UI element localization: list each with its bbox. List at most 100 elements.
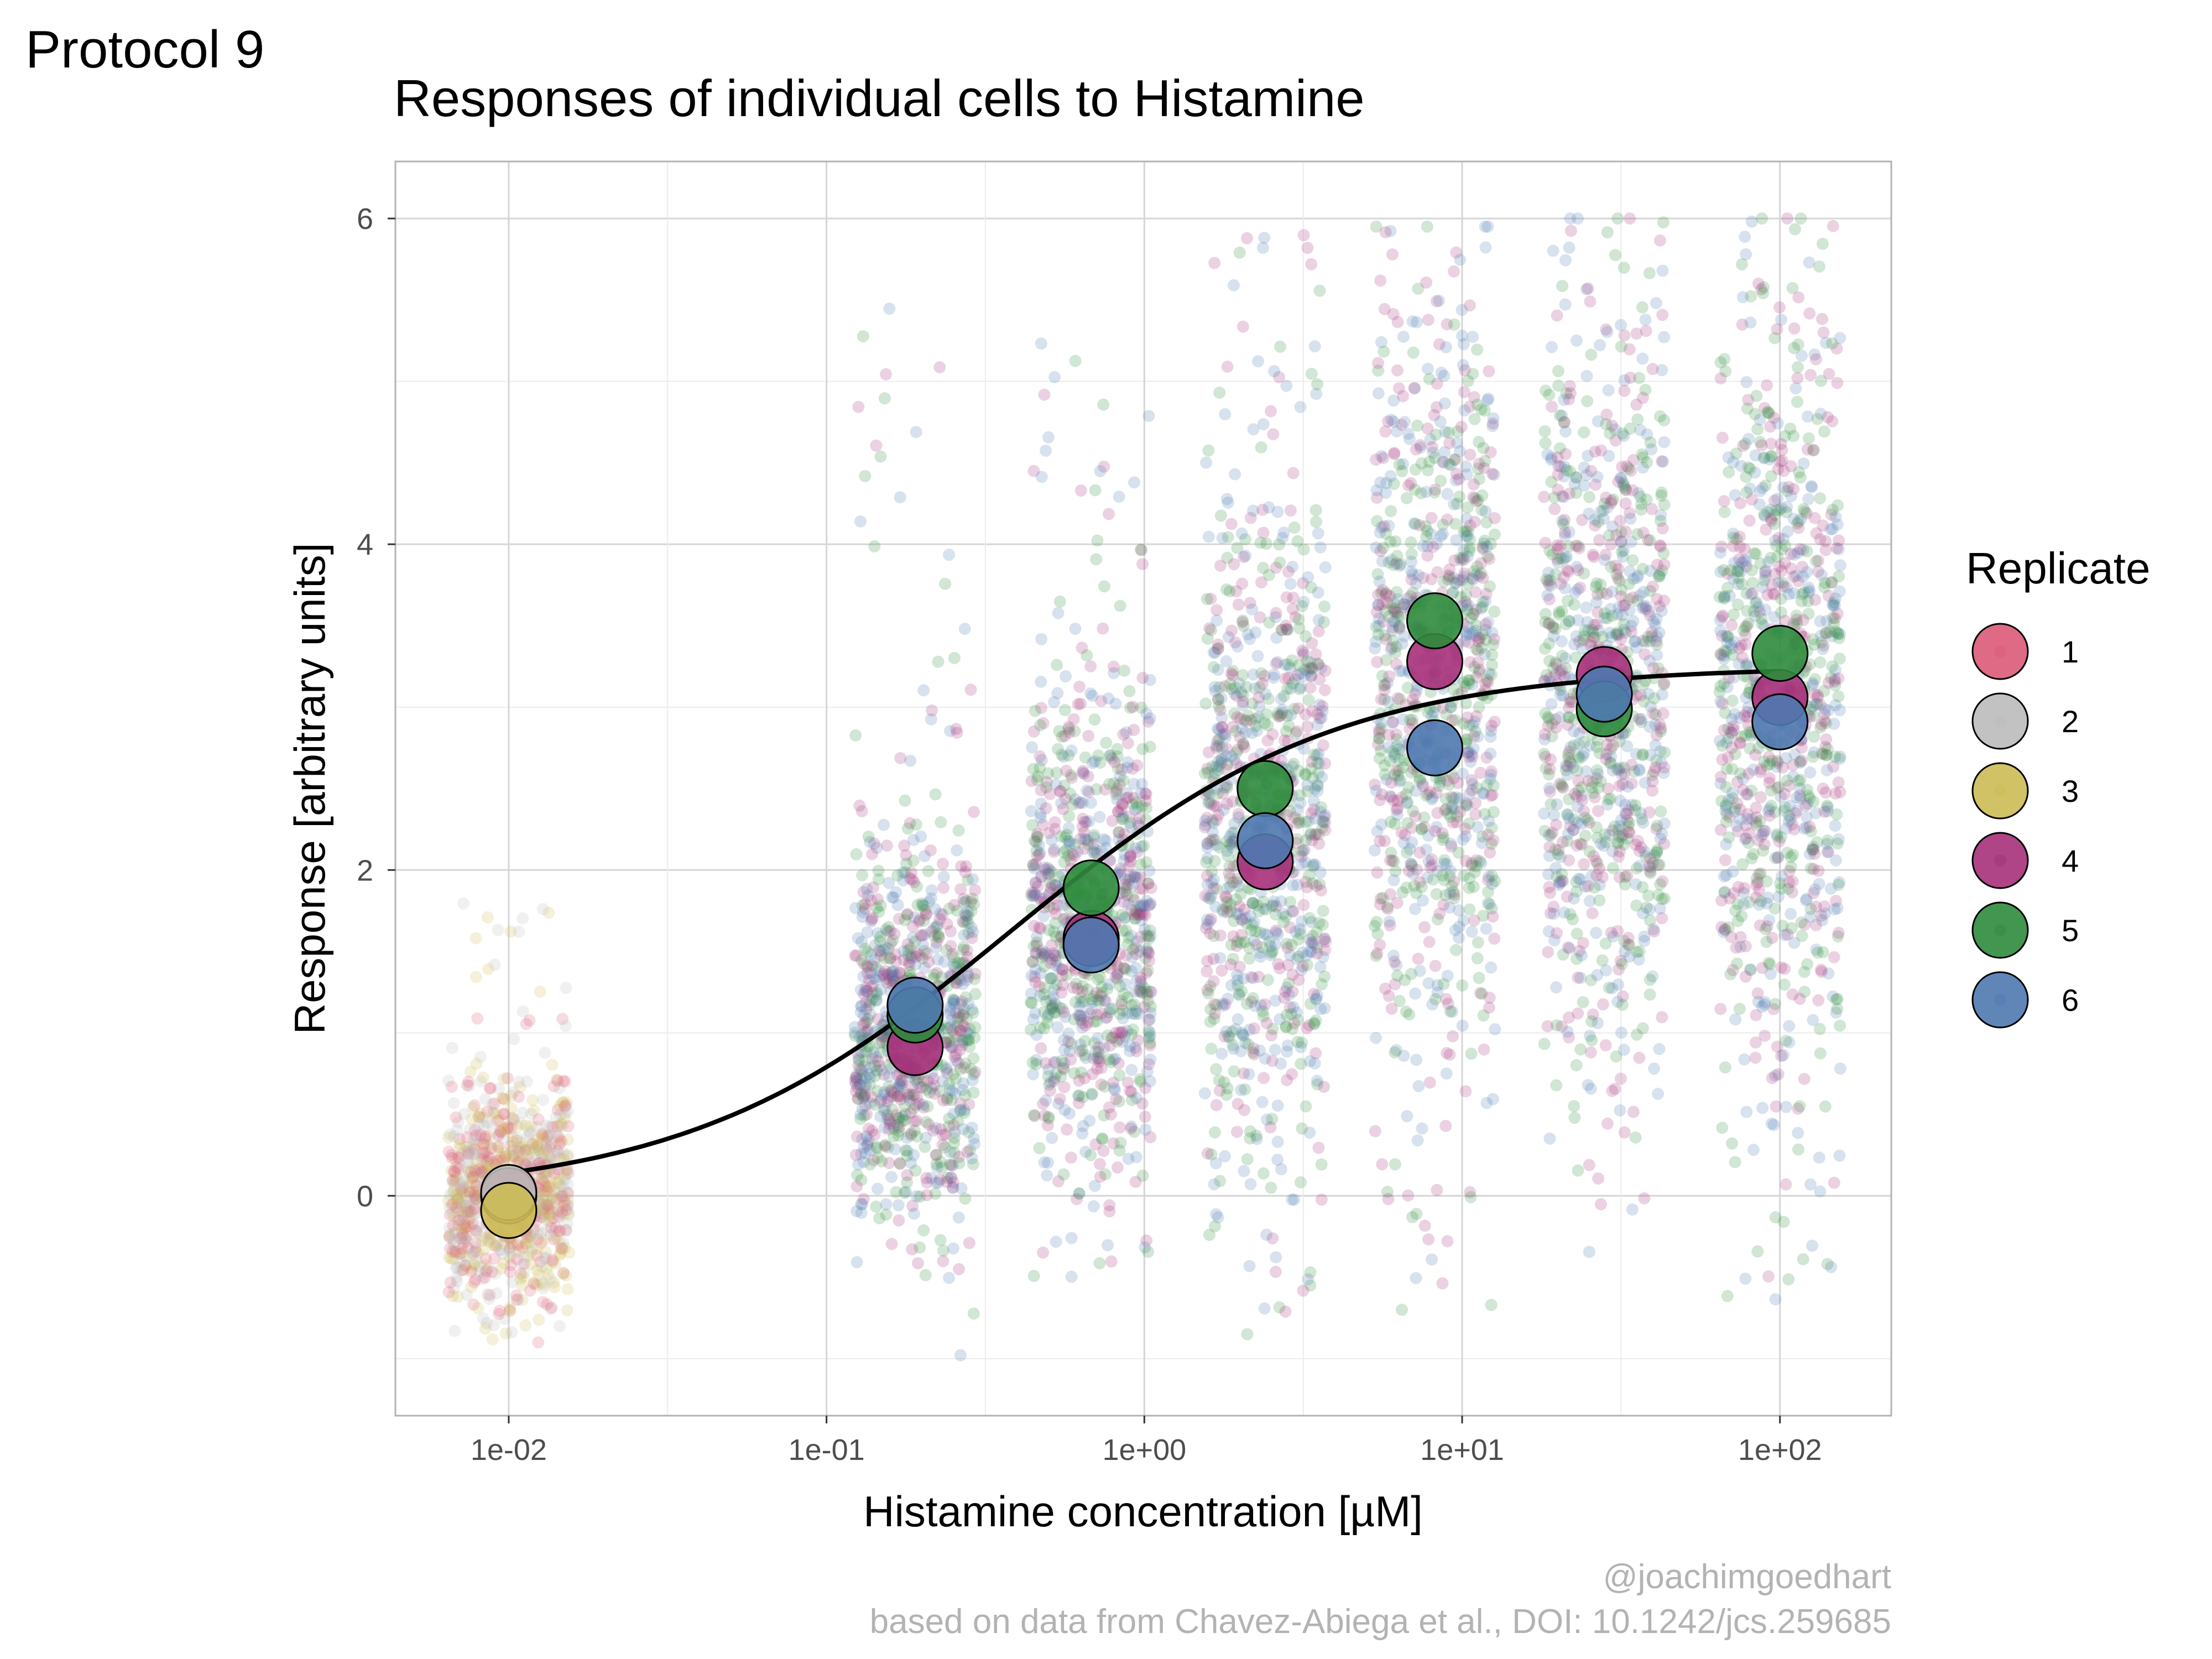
cell-point [1273,538,1285,550]
cell-point [1483,365,1495,377]
cell-point [1058,1081,1070,1093]
cell-point [446,1042,458,1054]
cell-point [1233,880,1245,893]
cell-point [1240,681,1253,693]
cell-point [1203,746,1215,758]
cell-point [1089,484,1102,497]
cell-point [1487,1093,1499,1105]
cell-point [1114,1121,1126,1134]
cell-point [1088,713,1100,726]
cell-point [1458,870,1470,882]
cell-point [1438,576,1450,588]
cell-point [499,1147,512,1160]
cell-point [1305,581,1317,593]
cell-point [1252,355,1264,367]
cell-point [884,953,896,965]
cell-point [1383,916,1395,928]
cell-point [1448,319,1460,331]
cell-point [1090,553,1102,565]
cell-point [1407,315,1419,327]
cell-point [1275,1163,1287,1175]
cell-point [894,491,906,503]
cell-point [935,1234,947,1246]
cell-point [1397,390,1409,402]
cell-point [1464,656,1476,669]
cell-point [1029,976,1041,988]
cell-point [1424,1077,1436,1089]
cell-point [491,1287,503,1300]
cell-point [1543,782,1556,795]
cell-point [1130,1176,1142,1188]
cell-point [1222,361,1234,373]
cell-point [1471,343,1483,356]
cell-point [1388,448,1400,460]
cell-point [1200,457,1212,469]
cell-point [1481,541,1493,553]
cell-point [1472,952,1484,964]
cell-point [1093,1041,1105,1053]
cell-point [912,899,924,911]
cell-point [883,302,895,315]
cell-point [1658,436,1670,448]
cell-point [945,940,957,952]
cell-point [935,816,947,828]
cell-point [450,1112,462,1124]
cell-point [861,926,873,938]
cell-point [1648,925,1660,937]
cell-point [1040,445,1052,457]
cell-point [968,1307,980,1319]
cell-point [1466,926,1478,938]
cell-point [1620,497,1632,509]
cell-point [1409,518,1421,530]
cell-point [1127,943,1139,956]
cell-point [1401,817,1413,830]
cell-point [926,925,938,937]
cell-point [1319,684,1331,696]
cell-point [1217,532,1229,544]
cell-point [559,1242,571,1254]
cell-point [1376,1158,1388,1170]
cell-point [1059,831,1071,843]
cell-point [870,1141,883,1153]
cell-point [900,849,912,861]
cell-point [1260,538,1272,550]
cell-point [481,1117,493,1129]
cell-point [1214,560,1227,572]
cell-point [1228,558,1240,570]
cell-point [1256,941,1268,953]
cell-point [1119,978,1131,990]
cell-point [1208,257,1220,269]
cell-point [1272,928,1284,940]
cell-point [932,656,945,668]
cell-point [1450,944,1462,956]
cell-point [893,1214,905,1227]
cell-point [1236,1027,1248,1039]
cell-point [1462,530,1474,542]
cell-point [482,911,494,924]
cell-point [1584,895,1596,907]
cell-point [1265,1182,1277,1194]
cell-point [1078,816,1091,828]
cell-point [1448,555,1460,567]
cell-point [1250,713,1262,725]
cell-point [935,1123,947,1135]
cell-point [1317,700,1329,712]
cell-point [1410,1272,1422,1284]
cell-point [1125,1123,1137,1135]
cell-point [1238,973,1250,985]
cell-point [1082,730,1094,742]
cell-point [1402,781,1415,794]
cell-point [1301,779,1313,791]
cell-point [1377,452,1389,464]
cell-point [1201,966,1213,978]
cell-point [517,1270,529,1282]
cell-point [1075,1067,1087,1079]
cell-point [1462,712,1474,724]
cell-point [1371,928,1384,940]
cell-point [524,1014,536,1026]
cell-point [1266,1113,1278,1125]
cell-point [1113,491,1125,503]
cell-point [1255,441,1267,453]
cell-point [1048,926,1060,938]
cell-point [1263,617,1275,629]
